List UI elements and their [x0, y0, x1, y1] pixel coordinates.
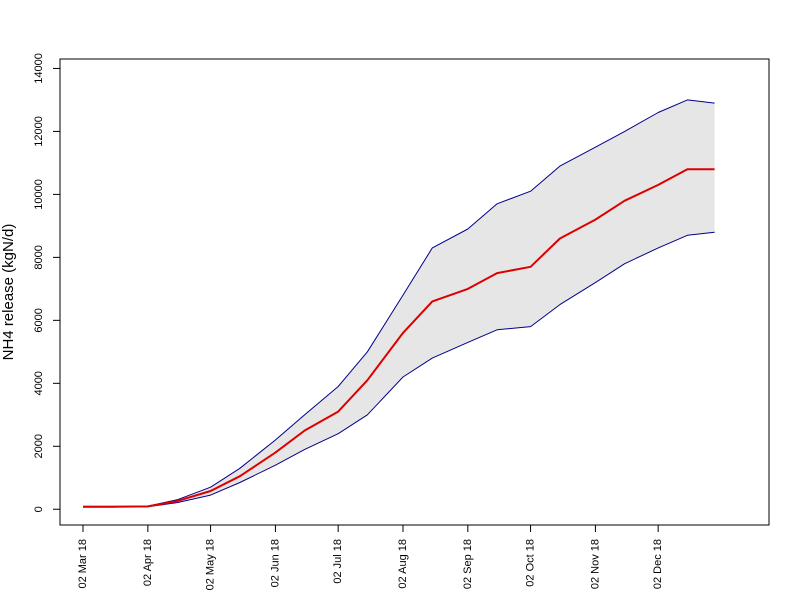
median-line	[83, 168, 715, 508]
x-tick-label: 02 Mar 18	[77, 539, 89, 589]
x-tick-label: 02 Aug 18	[397, 539, 409, 589]
y-axis-title: NH4 release (kgN/d)	[0, 224, 17, 361]
x-tick-label: 02 May 18	[205, 539, 217, 590]
y-tick-label: 2000	[33, 434, 45, 458]
range-band	[83, 99, 715, 508]
y-axis: 0 2000 4000 6000 8000 10000 12000 14000	[33, 53, 61, 512]
lower-line	[83, 231, 715, 508]
band-layer	[83, 99, 715, 508]
x-tick-label: 02 Dec 18	[652, 539, 664, 589]
y-tick-label: 8000	[33, 245, 45, 269]
upper-line	[83, 99, 715, 507]
x-tick-label: 02 Sep 18	[462, 539, 474, 589]
y-tick-label: 14000	[33, 53, 45, 84]
line-layer	[83, 99, 715, 508]
x-tick-label: 02 Oct 18	[525, 539, 537, 587]
y-tick-label: 10000	[33, 179, 45, 210]
x-axis: 02 Mar 18 02 Apr 18 02 May 18 02 Jun 18 02 J…	[77, 524, 664, 590]
x-tick-label: 02 Nov 18	[589, 539, 601, 589]
x-tick-label: 02 Jun 18	[269, 539, 281, 587]
x-tick-label: 02 Apr 18	[142, 539, 154, 586]
x-tick-label: 02 Jul 18	[332, 539, 344, 584]
y-tick-label: 0	[33, 506, 45, 512]
y-tick-label: 4000	[33, 371, 45, 395]
y-tick-label: 6000	[33, 308, 45, 332]
y-tick-label: 12000	[33, 116, 45, 147]
